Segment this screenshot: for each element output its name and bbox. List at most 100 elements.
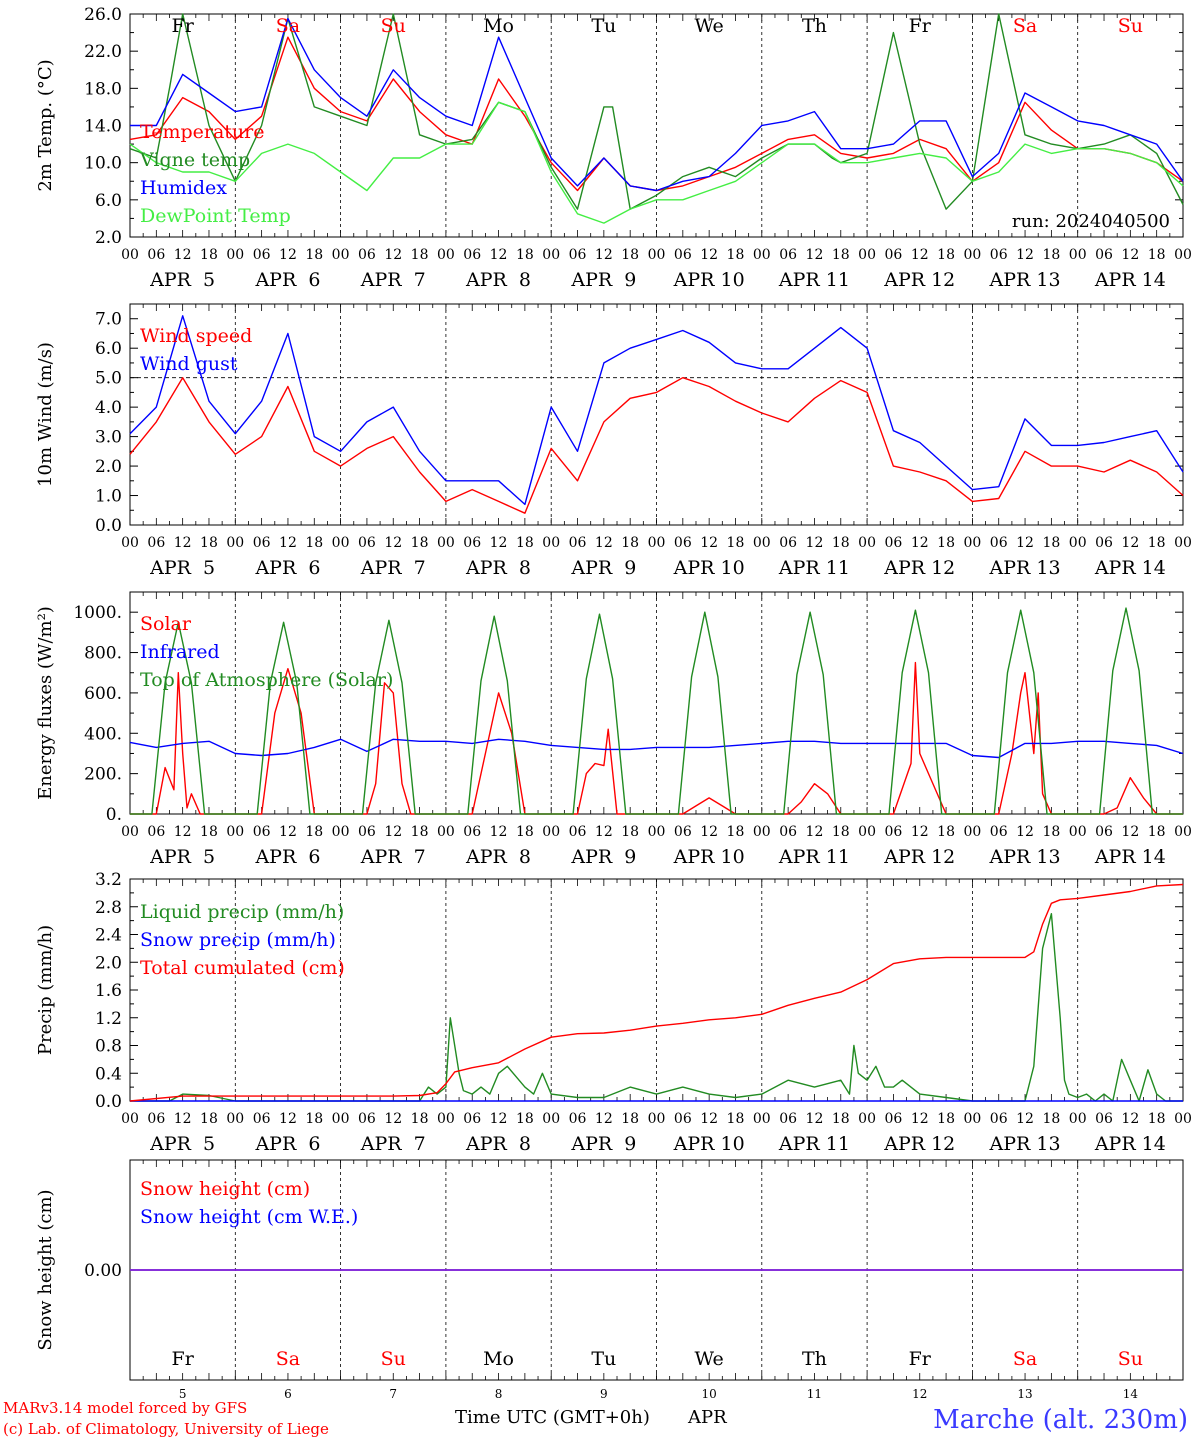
hour-tick-label: 06 xyxy=(674,535,692,551)
date-label: APR 9 xyxy=(570,846,636,868)
hour-tick-label: 12 xyxy=(384,535,402,551)
hour-tick-label: 18 xyxy=(832,247,850,263)
hour-tick-label: 00 xyxy=(1069,535,1087,551)
hour-tick-label: 12 xyxy=(490,247,508,263)
hour-tick-label: 00 xyxy=(963,1111,981,1127)
station-name: Marche (alt. 230m) xyxy=(933,1405,1188,1435)
y-axis-title: 10m Wind (m/s) xyxy=(35,342,56,487)
hour-tick-label: 00 xyxy=(542,1111,560,1127)
hour-tick-label: 18 xyxy=(516,247,534,263)
hour-tick-label: 12 xyxy=(490,1111,508,1127)
hour-tick-label: 18 xyxy=(516,1111,534,1127)
date-label: APR 5 xyxy=(149,1133,215,1155)
hour-tick-label: 18 xyxy=(727,247,745,263)
hour-tick-label: 12 xyxy=(1121,824,1139,840)
hour-tick-label: 06 xyxy=(569,824,587,840)
hour-tick-label: 06 xyxy=(885,247,903,263)
hour-tick-label: 00 xyxy=(332,247,350,263)
date-label: APR 13 xyxy=(989,269,1061,291)
hour-tick-label: 00 xyxy=(1069,824,1087,840)
hour-tick-label: 00 xyxy=(226,247,244,263)
hour-tick-label: 18 xyxy=(1042,535,1060,551)
hour-tick-label: 12 xyxy=(911,824,929,840)
hour-tick-label: 12 xyxy=(490,824,508,840)
hour-tick-label: 06 xyxy=(358,247,376,263)
hour-tick-label: 00 xyxy=(332,1111,350,1127)
hour-tick-label: 18 xyxy=(305,247,323,263)
day-number-label: 13 xyxy=(1017,1387,1032,1401)
weekday-label: Mo xyxy=(483,1348,514,1370)
hour-tick-label: 12 xyxy=(700,1111,718,1127)
weekday-label: Su xyxy=(1118,1348,1143,1370)
y-tick-label: 3.2 xyxy=(95,870,122,890)
hour-tick-label: 06 xyxy=(147,1111,165,1127)
y-tick-label: 2.0 xyxy=(95,457,122,477)
weekday-label: Sa xyxy=(276,1348,300,1370)
hour-tick-label: 18 xyxy=(1148,535,1166,551)
y-tick-label: 0.0 xyxy=(95,1092,122,1112)
hour-tick-label: 12 xyxy=(384,247,402,263)
y-tick-label: 10.0 xyxy=(84,154,122,174)
hour-tick-label: 18 xyxy=(1148,247,1166,263)
hour-tick-label: 00 xyxy=(437,1111,455,1127)
date-label: APR 13 xyxy=(989,1133,1061,1155)
hour-tick-label: 12 xyxy=(384,1111,402,1127)
hour-tick-label: 06 xyxy=(253,824,271,840)
day-number-label: 9 xyxy=(600,1387,608,1401)
hour-tick-label: 12 xyxy=(174,535,192,551)
hour-tick-label: 06 xyxy=(463,247,481,263)
hour-tick-label: 06 xyxy=(674,1111,692,1127)
hour-tick-label: 12 xyxy=(1016,824,1034,840)
hour-tick-label: 00 xyxy=(226,1111,244,1127)
legend-entry: Total cumulated (cm) xyxy=(140,957,345,979)
hour-tick-label: 18 xyxy=(832,535,850,551)
hour-tick-label: 06 xyxy=(1095,1111,1113,1127)
hour-tick-label: 06 xyxy=(990,1111,1008,1127)
legend-entry: Infrared xyxy=(140,641,220,663)
legend-entry: Wind gust xyxy=(140,353,238,375)
hour-tick-label: 00 xyxy=(121,1111,139,1127)
date-label: APR 12 xyxy=(883,846,955,868)
hour-tick-label: 06 xyxy=(1095,824,1113,840)
y-tick-label: 0.4 xyxy=(95,1064,122,1084)
hour-tick-label: 18 xyxy=(411,1111,429,1127)
x-axis-month: APR xyxy=(687,1407,727,1428)
hour-tick-label: 06 xyxy=(779,1111,797,1127)
series-line-infrared xyxy=(129,738,1184,759)
hour-tick-label: 12 xyxy=(384,824,402,840)
hour-tick-label: 00 xyxy=(753,247,771,263)
series-line-total-cumulated-cm xyxy=(129,883,1184,1102)
hour-tick-label: 12 xyxy=(700,535,718,551)
hour-tick-label: 12 xyxy=(700,247,718,263)
y-axis-title: Snow height (cm) xyxy=(35,1189,56,1350)
weekday-label: Su xyxy=(381,15,406,37)
series-line-humidex xyxy=(130,17,1184,192)
date-label: APR 10 xyxy=(673,557,745,579)
series-line-vigne-temp xyxy=(129,13,1184,210)
legend-entry: DewPoint Temp xyxy=(140,205,291,227)
y-tick-label: 2.0 xyxy=(95,228,122,248)
series-line-temperature xyxy=(129,36,1184,192)
hour-tick-label: 06 xyxy=(674,247,692,263)
date-label: APR 9 xyxy=(570,557,636,579)
hour-tick-label: 00 xyxy=(226,535,244,551)
hour-tick-label: 00 xyxy=(648,535,666,551)
y-tick-label: 400. xyxy=(84,724,122,744)
hour-tick-label: 18 xyxy=(1148,1111,1166,1127)
date-label: APR 10 xyxy=(673,846,745,868)
y-tick-label: 7.0 xyxy=(95,310,122,330)
hour-tick-label: 00 xyxy=(1174,1111,1192,1127)
hour-tick-label: 18 xyxy=(937,1111,955,1127)
hour-tick-label: 06 xyxy=(569,535,587,551)
hour-tick-label: 18 xyxy=(621,535,639,551)
date-label: APR 14 xyxy=(1094,269,1166,291)
date-label: APR 7 xyxy=(360,557,426,579)
hour-tick-label: 18 xyxy=(1148,824,1166,840)
day-number-label: 11 xyxy=(807,1387,822,1401)
date-label: APR 11 xyxy=(778,269,850,291)
legend-entry: Liquid precip (mm/h) xyxy=(140,901,344,923)
date-label: APR 10 xyxy=(673,269,745,291)
hour-tick-label: 06 xyxy=(990,247,1008,263)
hour-tick-label: 00 xyxy=(542,247,560,263)
weekday-label: Th xyxy=(802,1348,827,1370)
